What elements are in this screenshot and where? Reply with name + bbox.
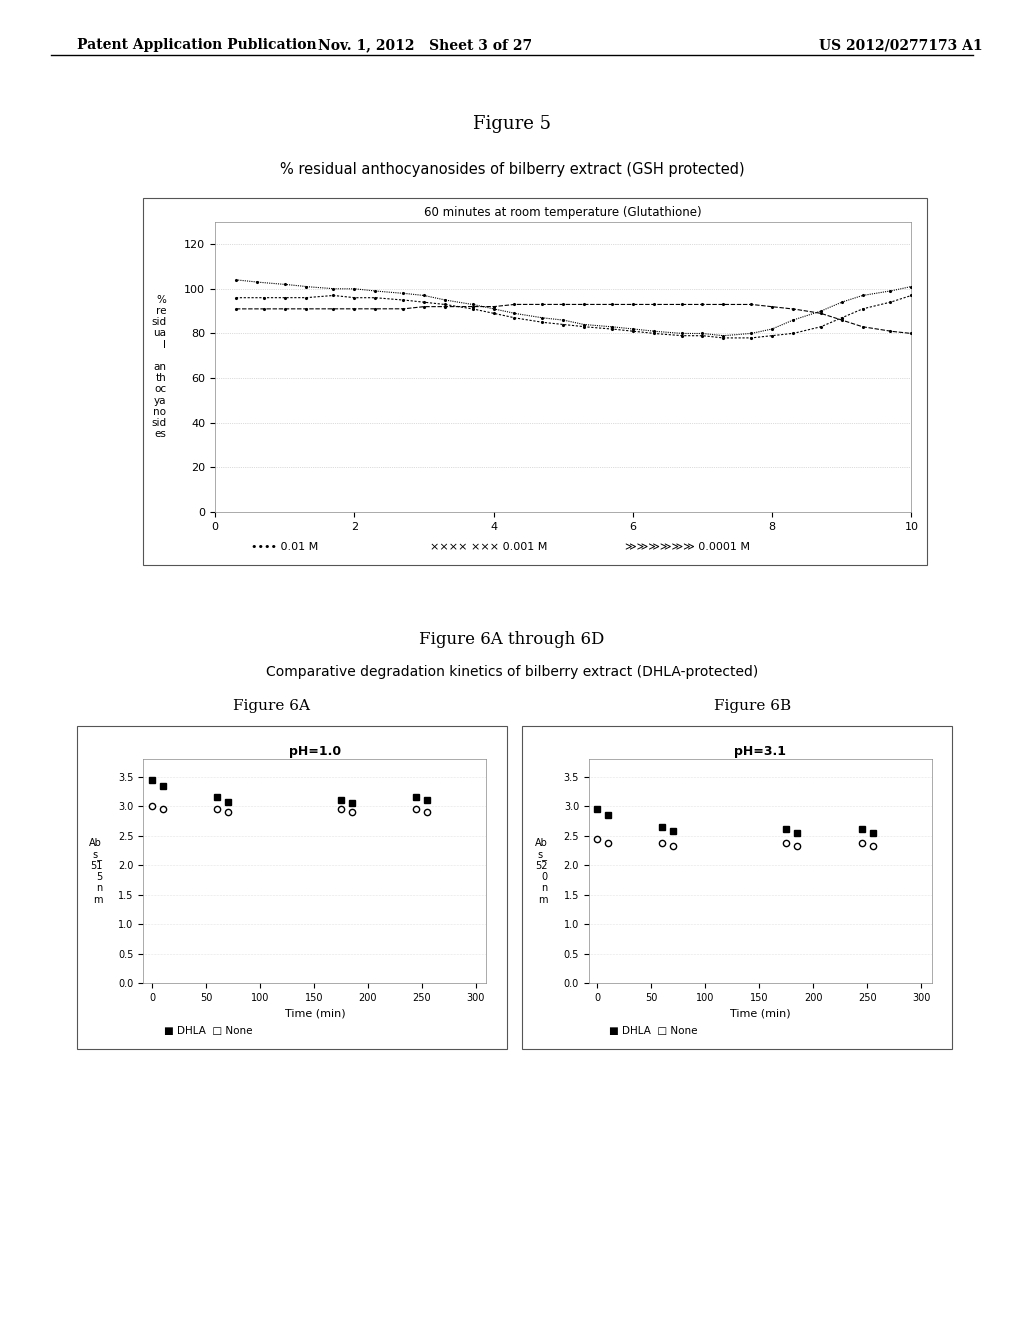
- DHLA: [791, 825, 803, 841]
- DHLA: [866, 825, 879, 841]
- Text: Figure 5: Figure 5: [473, 115, 551, 133]
- Text: % residual anthocyanosides of bilberry extract (GSH protected): % residual anthocyanosides of bilberry e…: [280, 162, 744, 177]
- None: [780, 836, 793, 851]
- Text: Patent Application Publication: Patent Application Publication: [77, 38, 316, 53]
- DHLA: [780, 821, 793, 837]
- Text: •••• 0.01 M: •••• 0.01 M: [251, 543, 318, 553]
- DHLA: [411, 789, 423, 805]
- None: [656, 836, 669, 851]
- None: [335, 801, 347, 817]
- DHLA: [421, 792, 433, 808]
- DHLA: [345, 796, 357, 812]
- Text: ■ DHLA  □ None: ■ DHLA □ None: [609, 1026, 697, 1036]
- Line: None: None: [148, 803, 430, 816]
- None: [345, 804, 357, 820]
- Text: Figure 6B: Figure 6B: [714, 700, 792, 713]
- DHLA: [211, 789, 223, 805]
- Y-axis label: Ab
s_
51
5
n
m: Ab s_ 51 5 n m: [89, 838, 102, 904]
- DHLA: [856, 821, 868, 837]
- Y-axis label: %
re
sid
ua
l

an
th
oc
ya
no
sid
es: % re sid ua l an th oc ya no sid es: [152, 294, 166, 440]
- None: [591, 830, 603, 846]
- Y-axis label: Ab
s_
52
0
n
m: Ab s_ 52 0 n m: [535, 838, 548, 904]
- Text: Comparative degradation kinetics of bilberry extract (DHLA-protected): Comparative degradation kinetics of bilb…: [266, 665, 758, 678]
- Line: None: None: [594, 836, 876, 850]
- DHLA: [221, 793, 233, 809]
- Title: pH=1.0: pH=1.0: [289, 744, 341, 758]
- DHLA: [656, 818, 669, 834]
- X-axis label: Time (min): Time (min): [730, 1008, 791, 1019]
- DHLA: [335, 792, 347, 808]
- Line: DHLA: DHLA: [148, 776, 430, 807]
- Text: ≫≫≫≫≫≫ 0.0001 M: ≫≫≫≫≫≫ 0.0001 M: [625, 543, 750, 553]
- None: [411, 801, 423, 817]
- Text: ×××× ××× 0.001 M: ×××× ××× 0.001 M: [430, 543, 548, 553]
- None: [856, 836, 868, 851]
- X-axis label: Time (min): Time (min): [285, 1008, 345, 1019]
- DHLA: [591, 801, 603, 817]
- None: [421, 804, 433, 820]
- None: [866, 838, 879, 854]
- None: [602, 836, 614, 851]
- Text: Figure 6A: Figure 6A: [232, 700, 310, 713]
- Text: US 2012/0277173 A1: US 2012/0277173 A1: [819, 38, 983, 53]
- Text: ■ DHLA  □ None: ■ DHLA □ None: [164, 1026, 252, 1036]
- DHLA: [602, 807, 614, 824]
- DHLA: [145, 772, 158, 788]
- None: [145, 799, 158, 814]
- Title: 60 minutes at room temperature (Glutathione): 60 minutes at room temperature (Glutathi…: [424, 206, 702, 219]
- None: [667, 838, 679, 854]
- Title: pH=3.1: pH=3.1: [734, 744, 786, 758]
- DHLA: [157, 777, 169, 793]
- DHLA: [667, 824, 679, 840]
- Text: Nov. 1, 2012   Sheet 3 of 27: Nov. 1, 2012 Sheet 3 of 27: [317, 38, 532, 53]
- Text: Figure 6A through 6D: Figure 6A through 6D: [419, 631, 605, 648]
- None: [211, 801, 223, 817]
- None: [157, 801, 169, 817]
- None: [791, 838, 803, 854]
- Line: DHLA: DHLA: [594, 807, 876, 836]
- None: [221, 804, 233, 820]
